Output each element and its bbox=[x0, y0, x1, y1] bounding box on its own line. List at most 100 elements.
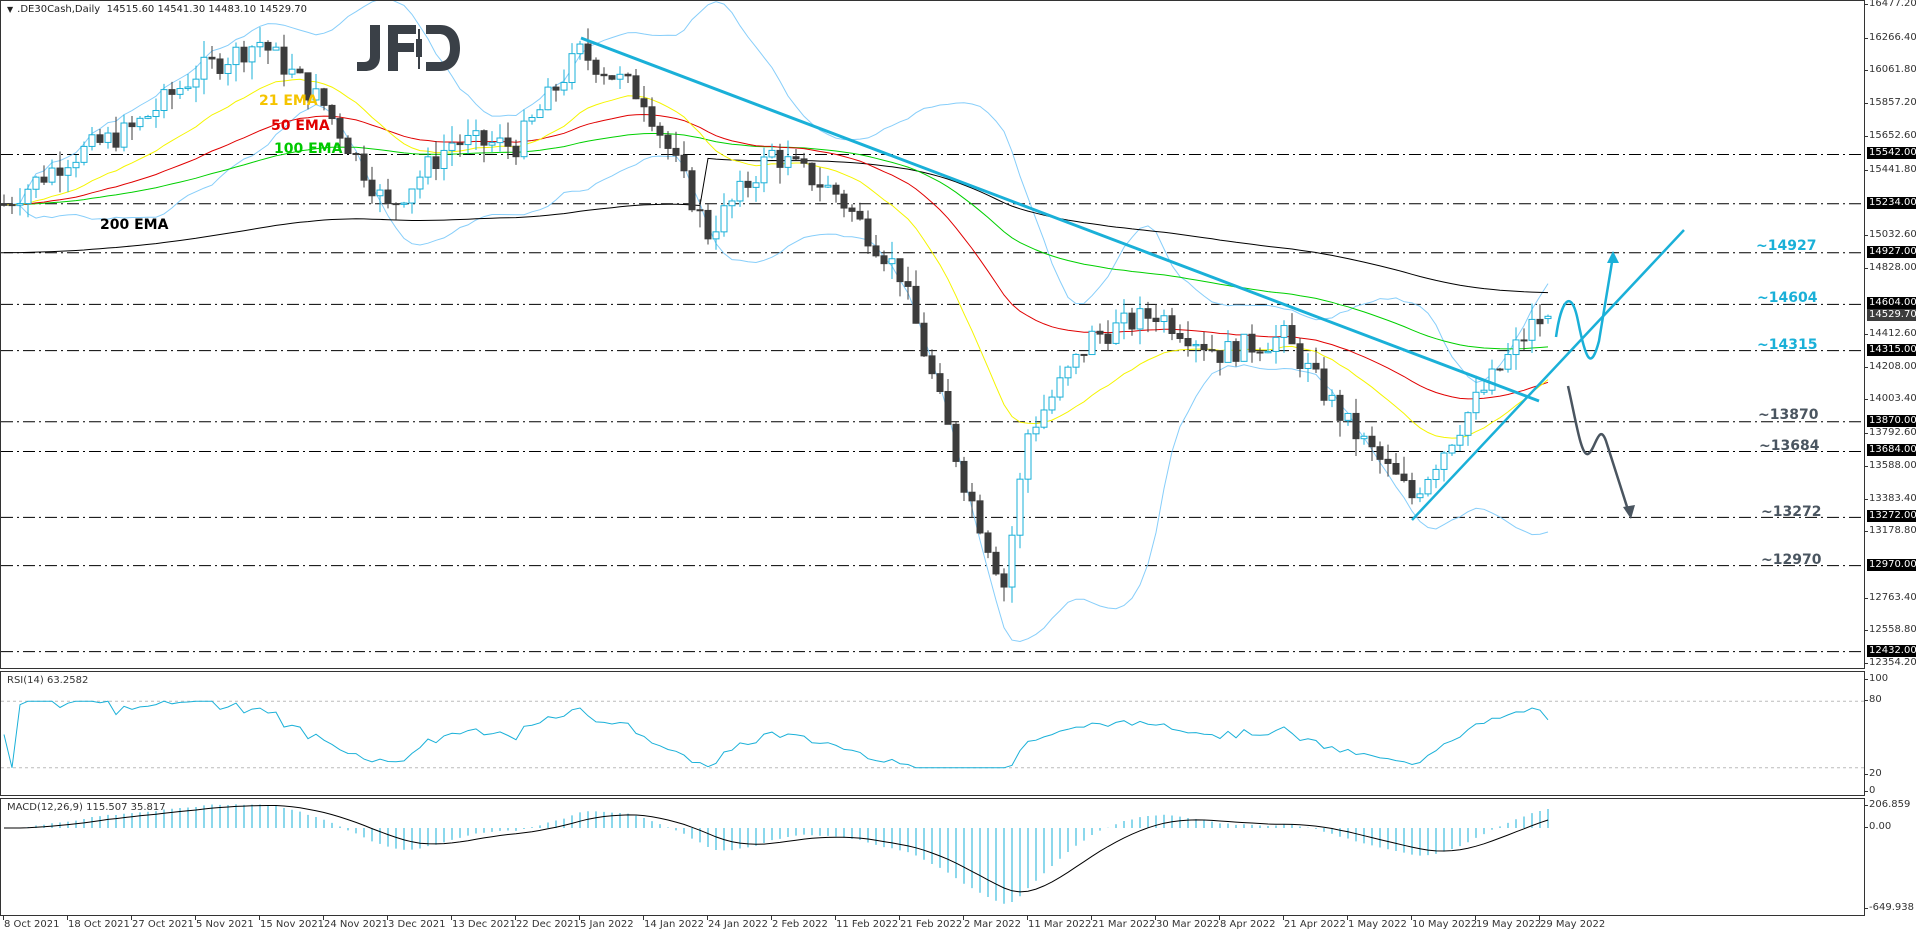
date-tick bbox=[3, 916, 4, 920]
price-tick: 16061.80 bbox=[1865, 64, 1916, 76]
level-label-13870: ~13870 bbox=[1758, 407, 1819, 423]
date-label: 24 Nov 2021 bbox=[324, 919, 389, 930]
ohlc-values: 14515.60 14541.30 14483.10 14529.70 bbox=[106, 4, 307, 15]
date-label: 27 Oct 2021 bbox=[132, 919, 194, 930]
level-price-tag: 12970.00 bbox=[1867, 558, 1916, 571]
ema200-label: 200 EMA bbox=[100, 217, 169, 233]
level-price-tag: 14315.00 bbox=[1867, 343, 1916, 356]
level-label-13272: ~13272 bbox=[1761, 504, 1822, 520]
level-label-13684: ~13684 bbox=[1759, 438, 1820, 454]
date-tick bbox=[1347, 916, 1348, 920]
price-tick: 12558.80 bbox=[1865, 624, 1916, 636]
date-tick bbox=[1539, 916, 1540, 920]
date-tick bbox=[131, 916, 132, 920]
price-tick: 14003.40 bbox=[1865, 393, 1916, 405]
date-tick bbox=[1155, 916, 1156, 920]
date-label: 10 May 2022 bbox=[1412, 919, 1478, 930]
ema21-label: 21 EMA bbox=[259, 93, 318, 109]
date-label: 11 Feb 2022 bbox=[836, 919, 899, 930]
ema50-label: 50 EMA bbox=[271, 118, 330, 134]
price-tick: 13178.80 bbox=[1865, 525, 1916, 537]
price-tick: 14828.00 bbox=[1865, 261, 1916, 273]
date-label: 21 Apr 2022 bbox=[1284, 919, 1346, 930]
macd-axis-min: -649.938 bbox=[1865, 902, 1914, 913]
date-tick bbox=[963, 916, 964, 920]
date-label: 18 Oct 2021 bbox=[68, 919, 130, 930]
triangle-down-icon[interactable]: ▼ bbox=[7, 5, 14, 14]
rsi-axis-80: 80 bbox=[1865, 694, 1882, 705]
date-tick bbox=[707, 916, 708, 920]
date-label: 1 May 2022 bbox=[1348, 919, 1407, 930]
level-label-14315: ~14315 bbox=[1757, 337, 1818, 353]
date-tick bbox=[67, 916, 68, 920]
price-chart-canvas bbox=[1, 1, 1866, 653]
date-label: 8 Apr 2022 bbox=[1220, 919, 1276, 930]
level-price-tag: 13870.00 bbox=[1867, 414, 1916, 427]
date-label: 24 Jan 2022 bbox=[708, 919, 768, 930]
rsi-title: RSI(14) 63.2582 bbox=[7, 675, 89, 686]
price-tick: 13792.60 bbox=[1865, 427, 1916, 439]
rsi-axis-0: 0 bbox=[1864, 785, 1876, 796]
macd-canvas bbox=[4, 804, 1549, 904]
date-label: 21 Mar 2022 bbox=[1092, 919, 1156, 930]
price-tick: 13383.40 bbox=[1865, 492, 1916, 504]
date-label: 5 Nov 2021 bbox=[196, 919, 254, 930]
chart-title: ▼ .DE30Cash,Daily 14515.60 14541.30 14483… bbox=[7, 4, 307, 15]
date-label: 29 May 2022 bbox=[1540, 919, 1606, 930]
price-tick: 13588.00 bbox=[1865, 459, 1916, 471]
date-label: 13 Dec 2021 bbox=[452, 919, 516, 930]
macd-panel[interactable]: MACD(12,26,9) 115.507 35.817 bbox=[0, 798, 1865, 916]
date-tick bbox=[771, 916, 772, 920]
date-label: 5 Jan 2022 bbox=[580, 919, 634, 930]
date-tick bbox=[451, 916, 452, 920]
price-tick: 16477.20 bbox=[1865, 0, 1916, 9]
price-tick: 15652.60 bbox=[1865, 129, 1916, 141]
macd-axis-max: 206.859 bbox=[1864, 799, 1911, 810]
date-tick bbox=[579, 916, 580, 920]
date-label: 19 May 2022 bbox=[1476, 919, 1542, 930]
ema100-label: 100 EMA bbox=[274, 141, 343, 157]
rsi-panel[interactable]: RSI(14) 63.2582 bbox=[0, 671, 1866, 796]
level-label-14604: ~14604 bbox=[1757, 290, 1818, 306]
date-tick bbox=[1027, 916, 1028, 920]
level-label-12970: ~12970 bbox=[1761, 552, 1822, 568]
date-label: 11 Mar 2022 bbox=[1028, 919, 1092, 930]
date-tick bbox=[835, 916, 836, 920]
date-tick bbox=[387, 916, 388, 920]
date-label: 30 Mar 2022 bbox=[1156, 919, 1220, 930]
price-tick: 15032.60 bbox=[1865, 228, 1916, 240]
date-tick bbox=[259, 916, 260, 920]
date-label: 3 Dec 2021 bbox=[388, 919, 446, 930]
date-tick bbox=[899, 916, 900, 920]
date-tick bbox=[1411, 916, 1412, 920]
level-price-tag: 15234.00 bbox=[1867, 196, 1916, 209]
macd-axis-zero: 0.00 bbox=[1864, 821, 1892, 832]
level-price-tag: 14927.00 bbox=[1867, 245, 1916, 258]
level-price-tag: 13684.00 bbox=[1867, 444, 1916, 457]
rsi-canvas bbox=[1, 700, 1866, 769]
date-tick bbox=[643, 916, 644, 920]
level-price-tag: 15542.00 bbox=[1867, 147, 1916, 160]
price-tick: 14412.60 bbox=[1865, 328, 1916, 340]
macd-title: MACD(12,26,9) 115.507 35.817 bbox=[7, 802, 166, 813]
date-tick bbox=[1091, 916, 1092, 920]
date-tick bbox=[1283, 916, 1284, 920]
level-label-14927: ~14927 bbox=[1756, 238, 1817, 254]
price-tick: 12763.40 bbox=[1865, 591, 1916, 603]
date-tick bbox=[195, 916, 196, 920]
date-tick bbox=[323, 916, 324, 920]
level-price-tag: 14604.00 bbox=[1867, 297, 1916, 310]
price-tick: 15857.20 bbox=[1865, 97, 1916, 109]
rsi-axis-100: 100 bbox=[1864, 673, 1889, 684]
price-axis[interactable]: 16477.20 16266.40 16061.80 15857.20 15652.60… bbox=[1864, 0, 1916, 916]
date-tick bbox=[1475, 916, 1476, 920]
date-label: 2 Mar 2022 bbox=[964, 919, 1022, 930]
price-chart-panel[interactable]: ▼ .DE30Cash,Daily 14515.60 14541.30 14483… bbox=[0, 0, 1866, 669]
price-tick: 14208.00 bbox=[1865, 360, 1916, 372]
current-price-tag: 14529.70 bbox=[1867, 309, 1916, 322]
level-price-tag: 13272.00 bbox=[1867, 510, 1916, 523]
date-axis[interactable]: 8 Oct 2021 18 Oct 2021 27 Oct 2021 5 Nov 20… bbox=[0, 916, 1865, 936]
price-tick: 16266.40 bbox=[1865, 31, 1916, 43]
symbol-name: .DE30Cash,Daily bbox=[17, 4, 101, 15]
date-label: 21 Feb 2022 bbox=[900, 919, 963, 930]
